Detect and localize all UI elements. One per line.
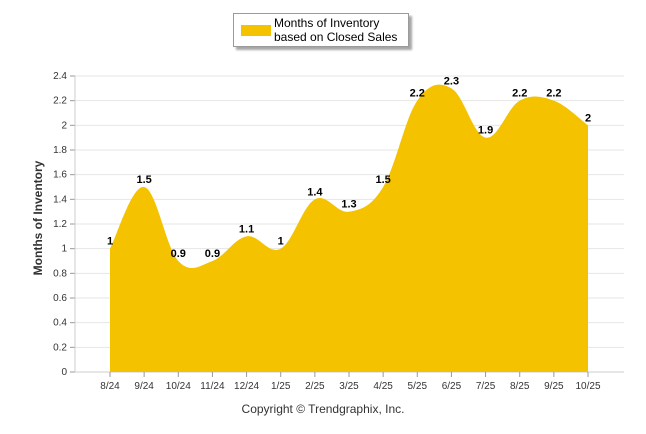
y-tick-label: 0.8 <box>53 268 67 279</box>
y-tick-label: 2 <box>61 120 67 131</box>
data-label: 2 <box>585 112 591 124</box>
x-tick-label: 2/25 <box>305 381 325 392</box>
x-tick-label: 5/25 <box>408 381 428 392</box>
data-label: 1.4 <box>307 186 323 198</box>
data-labels: 1 1.5 0.9 0.9 1.1 1 1.4 1.3 1.5 2.2 2.3 1.9 2.2 2.2 2 <box>107 75 591 260</box>
data-label: 2.3 <box>444 75 459 87</box>
y-tick-label: 2.2 <box>53 96 67 107</box>
x-tick-label: 1/25 <box>271 381 291 392</box>
data-label: 1.1 <box>239 223 254 235</box>
x-tick-label: 4/25 <box>373 381 393 392</box>
legend: Months of Inventory based on Closed Sale… <box>233 13 409 47</box>
x-tick-label: 6/25 <box>442 381 462 392</box>
x-tick-label: 3/25 <box>339 381 359 392</box>
data-label: 2.2 <box>410 88 425 100</box>
data-label: 1.5 <box>375 174 390 186</box>
x-tick-label: 11/24 <box>200 381 225 392</box>
x-tick-label: 12/24 <box>234 381 259 392</box>
y-tick-label: 1.2 <box>53 219 67 230</box>
y-tick-label: 0.4 <box>53 318 67 329</box>
y-tick-label: 1 <box>61 244 67 255</box>
y-tick-label: 0 <box>61 367 67 378</box>
data-label: 0.9 <box>205 248 220 260</box>
x-tick-label: 8/25 <box>510 381 530 392</box>
data-label: 1.9 <box>478 125 493 137</box>
area-fill <box>110 84 588 373</box>
data-label: 0.9 <box>171 248 186 260</box>
x-tick-label: 9/24 <box>134 381 154 392</box>
x-tick-label: 10/24 <box>166 381 191 392</box>
y-tick-label: 1.8 <box>53 145 67 156</box>
x-axis-ticks: 8/24 9/24 10/24 11/24 12/24 1/25 2/25 3/25 4/25 5… <box>100 372 601 392</box>
copyright-footer: Copyright © Trendgraphix, Inc. <box>241 402 405 416</box>
data-label: 2.2 <box>546 88 561 100</box>
data-label: 2.2 <box>512 88 527 100</box>
x-tick-label: 9/25 <box>544 381 564 392</box>
legend-swatch <box>241 25 271 36</box>
legend-label: Months of Inventory based on Closed Sale… <box>274 16 398 44</box>
y-tick-label: 0.2 <box>53 342 67 353</box>
x-tick-label: 7/25 <box>476 381 496 392</box>
y-tick-label: 1.6 <box>53 170 67 181</box>
y-tick-label: 0.6 <box>53 293 67 304</box>
y-tick-label: 1.4 <box>53 194 67 205</box>
y-axis-ticks: 0 0.2 0.4 0.6 0.8 1 1.2 1.4 1.6 1.8 2 2.2 2.4 <box>53 71 67 378</box>
data-label: 1.5 <box>136 174 151 186</box>
y-tick-label: 2.4 <box>53 71 67 82</box>
area-series <box>110 84 588 373</box>
x-tick-label: 10/25 <box>575 381 600 392</box>
data-label: 1 <box>278 236 284 248</box>
data-label: 1.3 <box>341 199 356 211</box>
y-axis-title: Months of Inventory <box>31 160 45 276</box>
data-label: 1 <box>107 236 113 248</box>
x-tick-label: 8/24 <box>100 381 120 392</box>
